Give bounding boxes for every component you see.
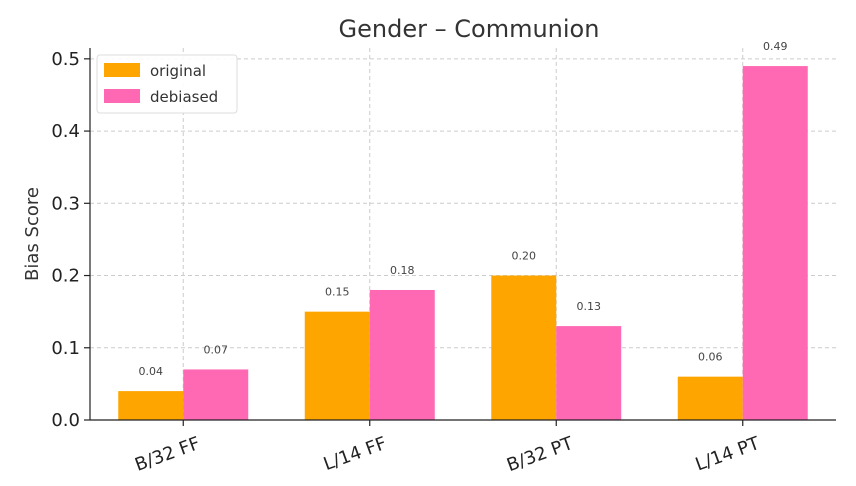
bar-original-3 [677,376,743,420]
data-label-original-1: 0.15 [325,286,350,299]
bar-original-1 [304,311,370,420]
data-label-original-2: 0.20 [512,250,537,263]
y-tick-label: 0.2 [51,266,80,287]
legend: original debiased [96,54,238,114]
bar-original-0 [118,391,184,420]
bar-original-2 [491,275,557,420]
y-tick-label: 0.0 [51,410,80,431]
chart-title: Gender – Communion [339,15,600,43]
data-labels: 0.04 0.15 0.20 0.06 0.07 0.18 0.13 0.49 [139,40,788,378]
x-tick-label: L/14 PT [693,433,764,476]
x-tick-label: L/14 FF [321,433,390,475]
legend-swatch-debiased [104,89,140,103]
bar-debiased-2 [556,326,622,420]
bar-debiased-0 [183,369,249,420]
legend-label-debiased: debiased [150,88,218,106]
y-tick-label: 0.1 [51,338,80,359]
y-axis-label: Bias Score [22,187,43,281]
legend-swatch-original [104,63,140,77]
data-label-original-0: 0.04 [139,365,164,378]
data-label-original-3: 0.06 [698,351,723,364]
y-tick-label: 0.3 [51,193,80,214]
x-tick-label: B/32 PT [504,433,577,477]
data-label-debiased-2: 0.13 [577,300,602,313]
bar-debiased-1 [369,289,435,420]
data-label-debiased-1: 0.18 [390,264,415,277]
bars [118,66,808,420]
data-label-debiased-0: 0.07 [204,343,229,356]
bar-debiased-3 [742,66,808,420]
data-label-debiased-3: 0.49 [763,40,788,53]
y-tick-label: 0.5 [51,49,80,70]
y-tick-label: 0.4 [51,121,80,142]
x-tick-label: B/32 FF [132,433,203,476]
legend-label-original: original [150,62,206,80]
